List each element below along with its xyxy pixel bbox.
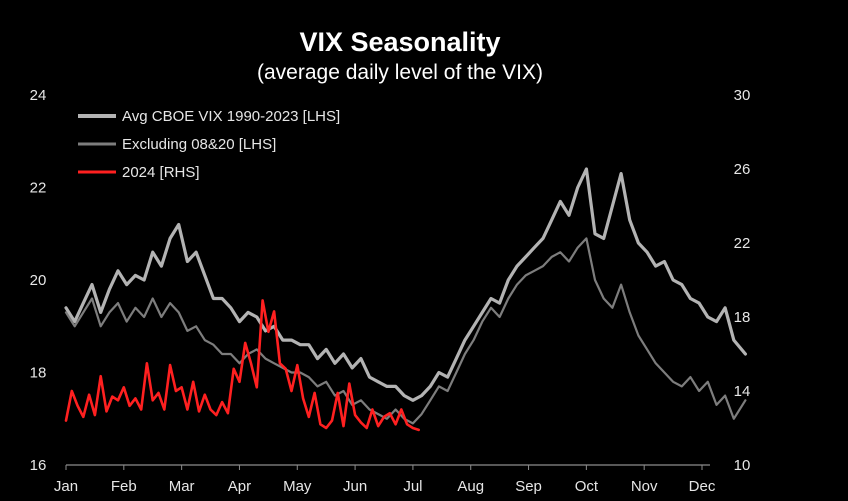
- x-tick-label: Jun: [343, 478, 367, 495]
- x-tick-label: Sep: [515, 478, 542, 495]
- left-tick-label: 22: [30, 180, 47, 197]
- x-tick-label: May: [283, 478, 312, 495]
- x-tick-label: Feb: [111, 478, 137, 495]
- right-tick-label: 30: [734, 87, 751, 104]
- x-tick-label: Aug: [457, 478, 484, 495]
- legend-label-excluding: Excluding 08&20 [LHS]: [122, 136, 276, 153]
- x-tick-label: Oct: [575, 478, 599, 495]
- right-tick-label: 26: [734, 161, 751, 178]
- chart-subtitle: (average daily level of the VIX): [257, 61, 543, 84]
- left-tick-label: 24: [30, 87, 47, 104]
- x-tick-label: Jul: [403, 478, 422, 495]
- x-axis: Jan Feb Mar Apr May Jun Jul Aug Sep Oct Nov Dec: [54, 464, 716, 495]
- left-y-axis: 16 18 20 22 24: [30, 87, 47, 474]
- series-layer: [64, 167, 748, 432]
- x-tick-label: Dec: [689, 478, 716, 495]
- series-line-0: [64, 167, 748, 402]
- right-tick-label: 18: [734, 309, 751, 326]
- right-y-axis: 10 14 18 22 26 30: [734, 87, 751, 474]
- right-tick-label: 22: [734, 235, 751, 252]
- x-tick-label: Nov: [631, 478, 658, 495]
- x-tick-label: Jan: [54, 478, 78, 495]
- right-tick-label: 14: [734, 383, 751, 400]
- left-tick-label: 16: [30, 457, 47, 474]
- right-tick-label: 10: [734, 457, 751, 474]
- series-line-2: [64, 299, 421, 432]
- left-tick-label: 20: [30, 272, 47, 289]
- legend-label-2024: 2024 [RHS]: [122, 164, 200, 181]
- left-tick-label: 18: [30, 365, 47, 382]
- legend: Avg CBOE VIX 1990-2023 [LHS] Excluding 0…: [78, 108, 340, 181]
- chart-title: VIX Seasonality: [299, 27, 500, 57]
- legend-label-avg: Avg CBOE VIX 1990-2023 [LHS]: [122, 108, 340, 125]
- x-tick-label: Apr: [228, 478, 251, 495]
- x-tick-label: Mar: [169, 478, 195, 495]
